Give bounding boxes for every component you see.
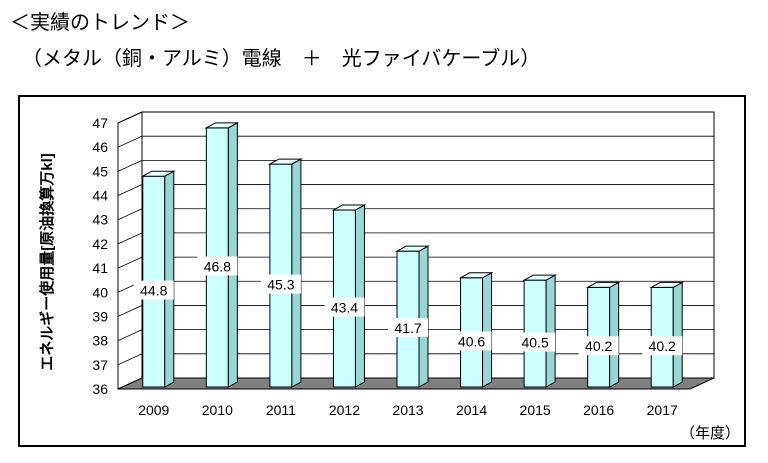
bar-side: [354, 204, 365, 388]
bar-side: [545, 274, 556, 388]
x-tick-label: 2015: [520, 402, 551, 418]
x-tick-label: 2012: [329, 402, 360, 418]
data-label-box: [133, 280, 174, 300]
x-tick-label: 2016: [583, 402, 614, 418]
data-label: 40.2: [649, 338, 676, 354]
bar-top: [585, 281, 621, 288]
x-tick-label: 2010: [202, 402, 233, 418]
gridlines: [117, 111, 714, 390]
y-tick-label: 38: [92, 333, 108, 349]
y-tick-label: 42: [92, 236, 108, 252]
x-tick-label: 2011: [266, 402, 296, 418]
bar-top: [331, 204, 367, 211]
bar-side: [672, 281, 683, 388]
y-tick-label: 45: [92, 163, 108, 179]
gridline: [117, 111, 714, 124]
gridline: [117, 305, 714, 317]
bar-side: [164, 170, 175, 388]
data-label: 40.6: [458, 333, 485, 349]
data-label: 44.8: [140, 283, 167, 299]
y-tick-label: 37: [92, 357, 108, 373]
bar-top: [458, 272, 494, 279]
bar: 40.5: [515, 274, 558, 388]
y-tick-label: 36: [92, 381, 108, 397]
bar: 44.8: [133, 170, 176, 388]
chart-subtitle: （メタル（銅・アルミ）電線 ＋ 光ファイバケーブル）: [22, 46, 541, 70]
data-label-box: [515, 332, 556, 352]
bar-side: [291, 158, 302, 388]
bar-side: [609, 281, 620, 388]
bars: 44.8 46.8 45.3 43.4 41.7 40.6 40.5 40.2 40.2: [133, 121, 685, 388]
x-tick-label: 2014: [456, 402, 487, 418]
x-tick-label: 2017: [647, 402, 678, 418]
data-label: 40.2: [585, 338, 612, 354]
data-label: 46.8: [204, 258, 231, 274]
y-tick-label: 39: [92, 308, 108, 324]
bar: 40.6: [451, 271, 494, 388]
chart-frame: [18, 95, 746, 447]
bar-top: [140, 170, 176, 177]
data-label: 40.5: [521, 335, 548, 351]
chart-title: ＜実績のトレンド＞: [10, 10, 190, 34]
gridline: [117, 184, 714, 196]
data-label: 43.4: [331, 300, 358, 316]
data-label-box: [642, 336, 683, 356]
bar-top: [649, 281, 685, 288]
gridline: [117, 135, 714, 148]
bar-top: [522, 274, 558, 281]
y-tick-label: 43: [92, 212, 108, 228]
y-tick-label: 40: [92, 284, 108, 300]
bar: 43.4: [324, 204, 367, 388]
bar-top: [395, 245, 430, 252]
data-label-box: [451, 331, 492, 351]
data-label: 41.7: [394, 320, 421, 336]
bar-top: [267, 158, 303, 165]
bar-side: [418, 245, 429, 388]
data-label-box: [388, 318, 428, 338]
y-tick-label: 47: [92, 115, 108, 131]
data-label-box: [324, 297, 365, 317]
bar-side: [482, 271, 493, 388]
bar-side: [227, 121, 238, 388]
gridline: [117, 232, 714, 245]
bar: 41.7: [388, 245, 430, 388]
data-label-box: [260, 274, 301, 294]
x-axis-unit: （年度）: [680, 425, 740, 442]
bar: 40.2: [578, 281, 621, 388]
bar: 45.3: [260, 158, 303, 388]
x-tick-label: 2009: [138, 402, 169, 418]
data-label-box: [578, 336, 619, 356]
data-label-box: [197, 256, 238, 276]
side-wall: [117, 111, 143, 390]
gridline: [117, 329, 714, 341]
bar: 40.2: [642, 281, 685, 388]
gridline: [117, 377, 714, 390]
x-axis-ticks: 2009 2010 2011 2012 2013 2014 2015 2016 2017: [138, 402, 678, 418]
y-tick-label: 46: [92, 139, 108, 155]
gridline: [117, 353, 714, 366]
data-label: 45.3: [267, 277, 294, 293]
bar-top: [204, 122, 240, 129]
gridline: [117, 159, 714, 172]
y-axis-label: エネルギー使用量[原油換算万kl]: [38, 153, 56, 371]
y-tick-label: 44: [92, 188, 108, 204]
y-axis-ticks: 36 37 38 39 40 41 42 43 44 45 46 47: [92, 115, 108, 397]
gridline: [117, 256, 714, 269]
bar: 46.8: [197, 121, 240, 388]
y-tick-label: 41: [92, 260, 108, 276]
gridline: [117, 208, 714, 221]
x-tick-label: 2013: [392, 402, 423, 418]
